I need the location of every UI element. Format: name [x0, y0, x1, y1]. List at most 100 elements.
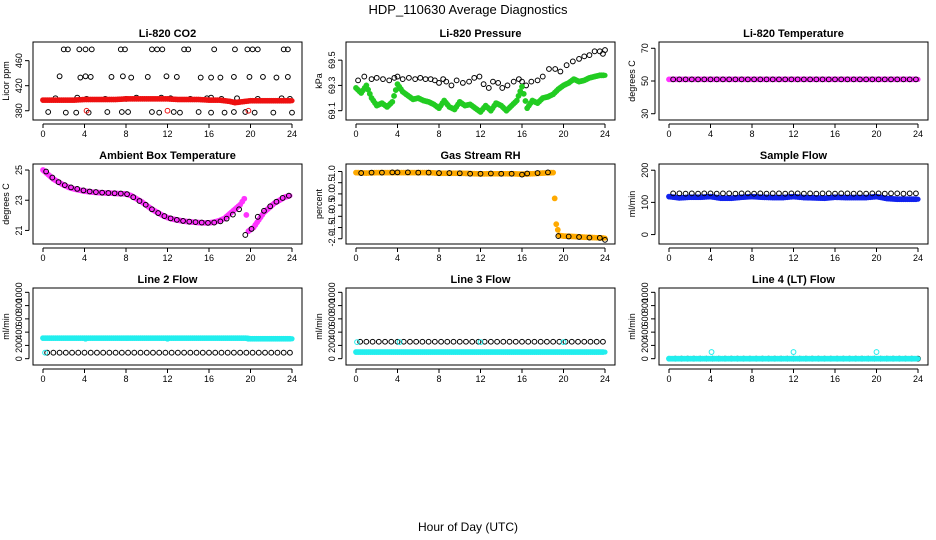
data-point — [355, 77, 361, 84]
x-tick-label: 20 — [871, 374, 881, 384]
data-point — [475, 338, 482, 345]
x-tick-label: 20 — [558, 129, 568, 139]
y-tick-label: 30 — [640, 109, 650, 119]
data-point — [168, 349, 175, 356]
data-point — [519, 83, 525, 90]
data-point — [477, 170, 484, 177]
data-point — [254, 213, 261, 220]
data-point — [243, 212, 250, 218]
data-point — [519, 78, 525, 85]
data-point — [212, 349, 219, 356]
data-point — [164, 107, 171, 114]
data-point — [838, 76, 845, 83]
plot-area — [666, 76, 921, 83]
x-tick-label: 4 — [395, 253, 400, 263]
y-tick-label: 600 — [327, 311, 337, 326]
data-point — [280, 349, 287, 356]
data-point — [800, 190, 807, 197]
y-tick-label: 800 — [640, 298, 650, 313]
data-point — [587, 338, 594, 345]
data-point — [394, 169, 401, 176]
data-point — [602, 236, 608, 243]
data-point — [208, 74, 214, 81]
data-point — [782, 76, 789, 83]
series-l3_cyan_pts — [354, 339, 567, 345]
data-point — [197, 74, 204, 81]
data-point — [237, 349, 244, 356]
data-point — [600, 338, 606, 345]
data-point — [43, 168, 50, 175]
plot-frame — [345, 163, 616, 245]
data-point — [94, 349, 100, 356]
x-tick-label: 12 — [162, 129, 172, 139]
panel-5: Gas Stream RH 0 4 8 12 16 20 24 -2.0-1.5-1.0-0.5… — [314, 150, 616, 263]
data-point — [875, 190, 882, 197]
data-point — [708, 349, 715, 355]
data-point — [173, 216, 180, 223]
x-tick-label: 16 — [204, 129, 214, 139]
data-point — [149, 46, 155, 53]
data-point — [244, 46, 251, 53]
panel-title: Line 4 (LT) Flow — [752, 274, 835, 286]
x-tick-label: 12 — [788, 129, 798, 139]
data-point — [744, 190, 751, 197]
data-point — [77, 74, 84, 81]
plot-frame — [658, 163, 929, 245]
data-point — [143, 349, 150, 356]
y-tick-label: 200 — [640, 163, 650, 178]
x-tick-label: 12 — [475, 129, 485, 139]
y-axis-label: kPa — [314, 73, 324, 89]
x-tick-label: 16 — [204, 253, 214, 263]
data-point — [688, 190, 695, 197]
data-point — [565, 233, 572, 240]
data-point — [104, 109, 111, 115]
data-point — [156, 349, 163, 356]
data-point — [790, 349, 797, 355]
data-point — [124, 191, 130, 198]
data-point — [274, 349, 281, 356]
data-point — [838, 190, 845, 197]
data-point — [456, 170, 463, 177]
data-point — [873, 349, 880, 355]
data-point — [732, 76, 739, 83]
x-tick-label: 4 — [708, 253, 713, 263]
data-point — [499, 85, 506, 91]
data-point — [450, 338, 457, 345]
series-rh_black — [358, 169, 608, 243]
x-tick-label: 12 — [475, 374, 485, 384]
plot-area — [353, 47, 608, 115]
data-point — [108, 74, 115, 80]
data-point — [720, 190, 726, 197]
plot-frame — [345, 41, 616, 121]
data-point — [431, 338, 438, 345]
x-tick-label: 12 — [475, 253, 485, 263]
data-point — [763, 190, 770, 197]
data-point — [682, 76, 689, 83]
data-point — [757, 76, 764, 83]
data-point — [50, 349, 57, 356]
data-point — [431, 77, 438, 84]
data-point — [539, 73, 546, 80]
series-co2_red_low — [83, 107, 252, 114]
data-point — [267, 203, 274, 210]
panel-title: Ambient Box Temperature — [99, 150, 236, 162]
data-point — [68, 184, 74, 191]
x-tick-label: 20 — [871, 253, 881, 263]
series-l2_cyan — [40, 335, 295, 342]
data-point — [869, 190, 876, 197]
data-point — [500, 338, 507, 345]
panel-title: Sample Flow — [760, 150, 828, 162]
x-tick-label: 8 — [436, 129, 441, 139]
x-tick-label: 20 — [558, 253, 568, 263]
data-point — [481, 338, 488, 345]
series-co2_high — [60, 46, 291, 53]
data-point — [448, 82, 455, 89]
data-point — [506, 338, 513, 345]
y-axis-label: ml/min — [1, 313, 11, 340]
data-point — [915, 196, 921, 202]
x-tick-label: 24 — [600, 253, 610, 263]
data-point — [534, 170, 541, 176]
data-point — [544, 338, 550, 345]
data-point — [751, 76, 757, 83]
data-point — [881, 190, 888, 197]
